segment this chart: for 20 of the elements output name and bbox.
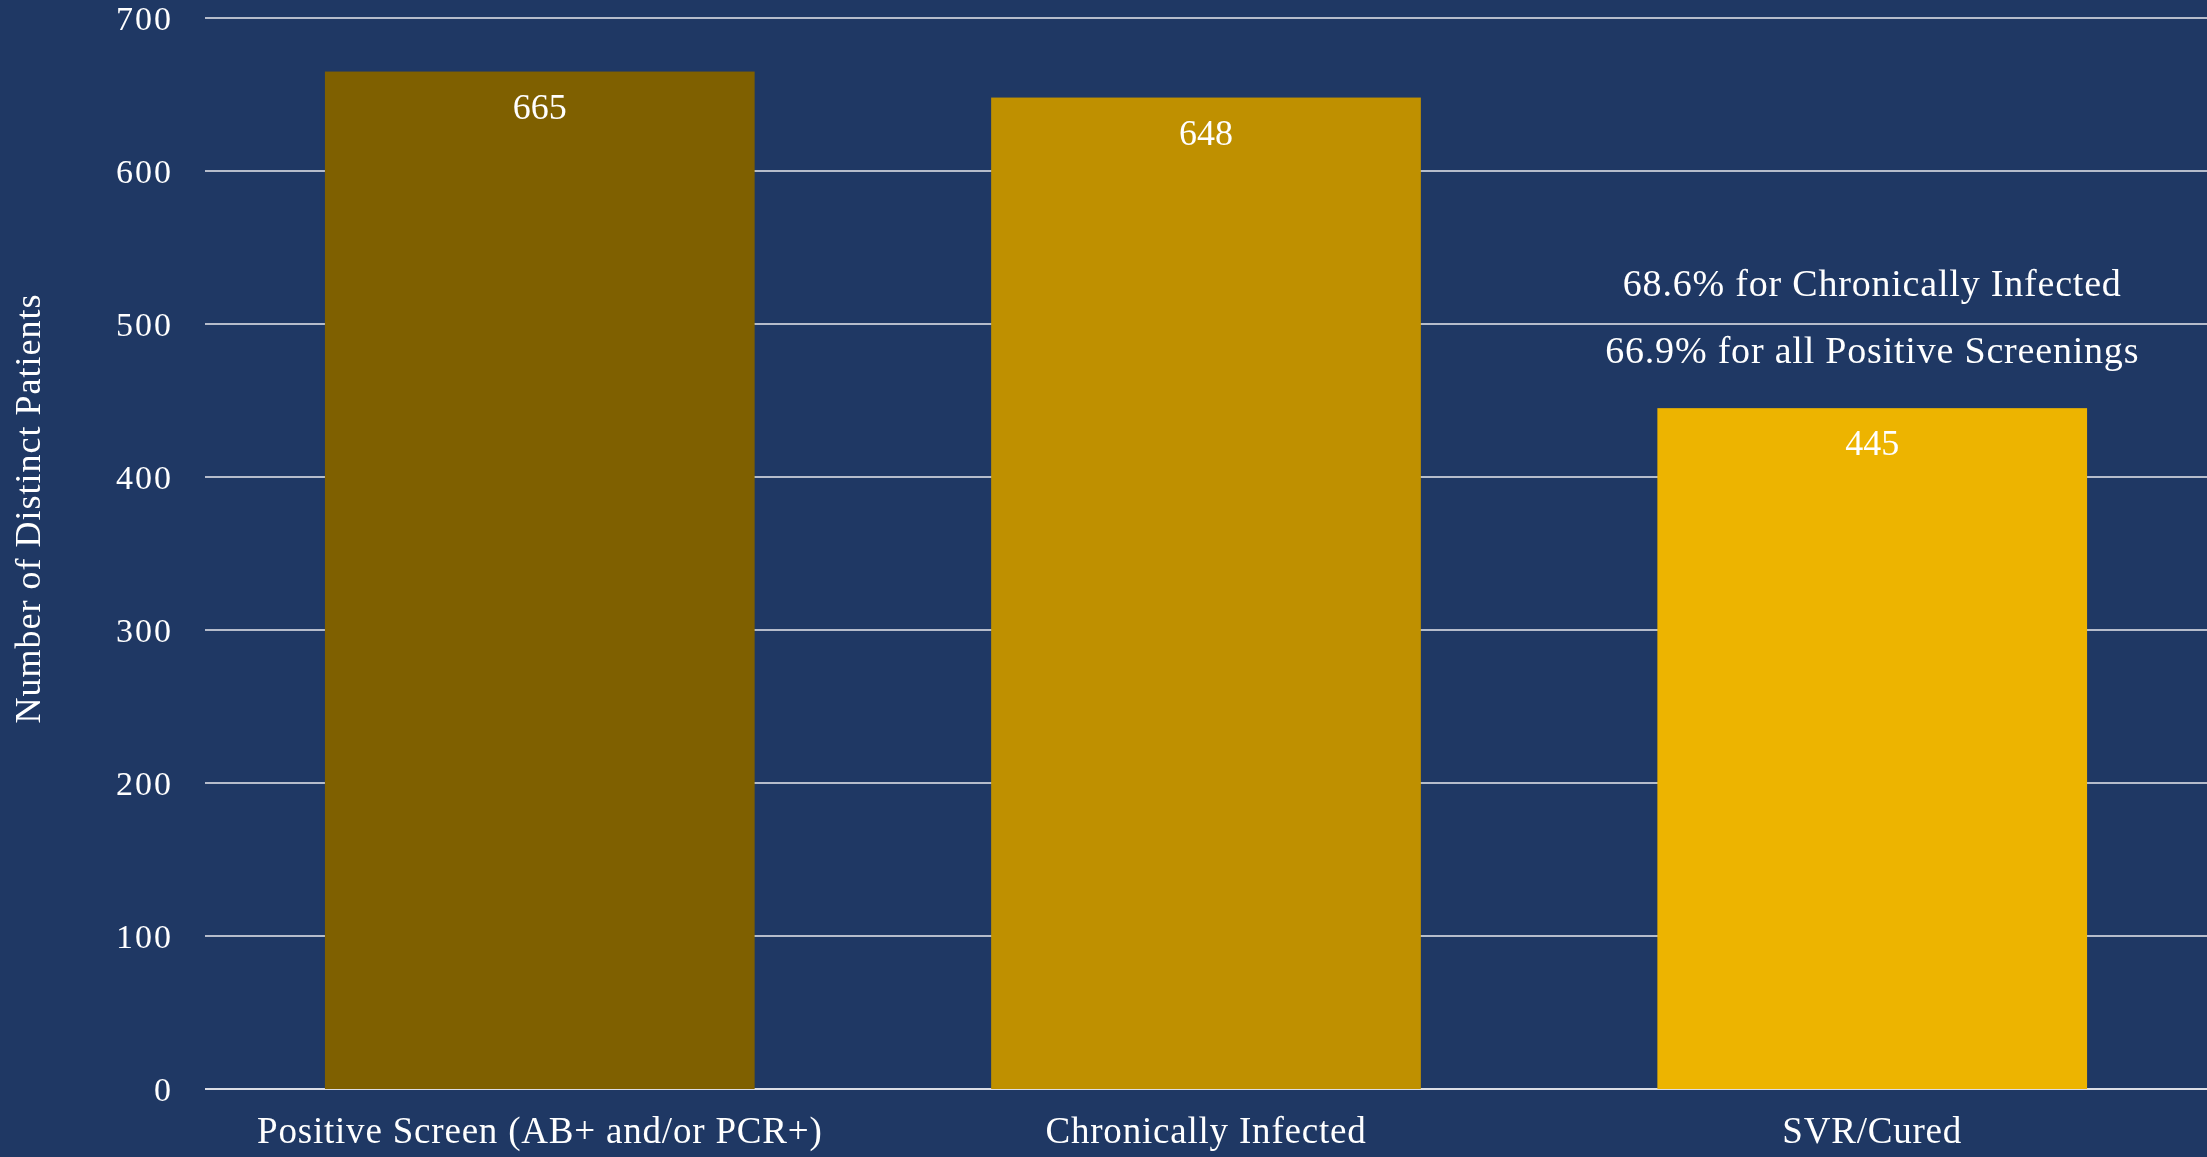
y-tick-label: 300 xyxy=(116,611,173,649)
y-tick-label: 400 xyxy=(116,458,173,496)
y-tick-label: 100 xyxy=(116,917,173,955)
annotation: 66.9% for all Positive Screenings xyxy=(1605,329,2140,372)
x-tick-label: Chronically Infected xyxy=(1045,1110,1367,1151)
x-tick-label: Positive Screen (AB+ and/or PCR+) xyxy=(257,1110,823,1152)
y-axis-title: Number of Distinct Patients xyxy=(8,293,48,724)
x-tick-label: SVR/Cured xyxy=(1782,1110,1963,1151)
bar xyxy=(324,71,755,1089)
data-label: 445 xyxy=(1845,423,1900,464)
annotation: 68.6% for Chronically Infected xyxy=(1622,262,2122,305)
y-tick-label: 200 xyxy=(116,764,173,802)
y-tick-label: 0 xyxy=(154,1070,173,1108)
bar xyxy=(991,97,1421,1089)
data-label: 665 xyxy=(512,86,567,127)
bar xyxy=(1657,408,2088,1089)
y-tick-label: 700 xyxy=(116,0,173,37)
y-tick-label: 500 xyxy=(116,305,173,343)
y-tick-label: 600 xyxy=(116,152,173,190)
data-label: 648 xyxy=(1179,112,1233,153)
